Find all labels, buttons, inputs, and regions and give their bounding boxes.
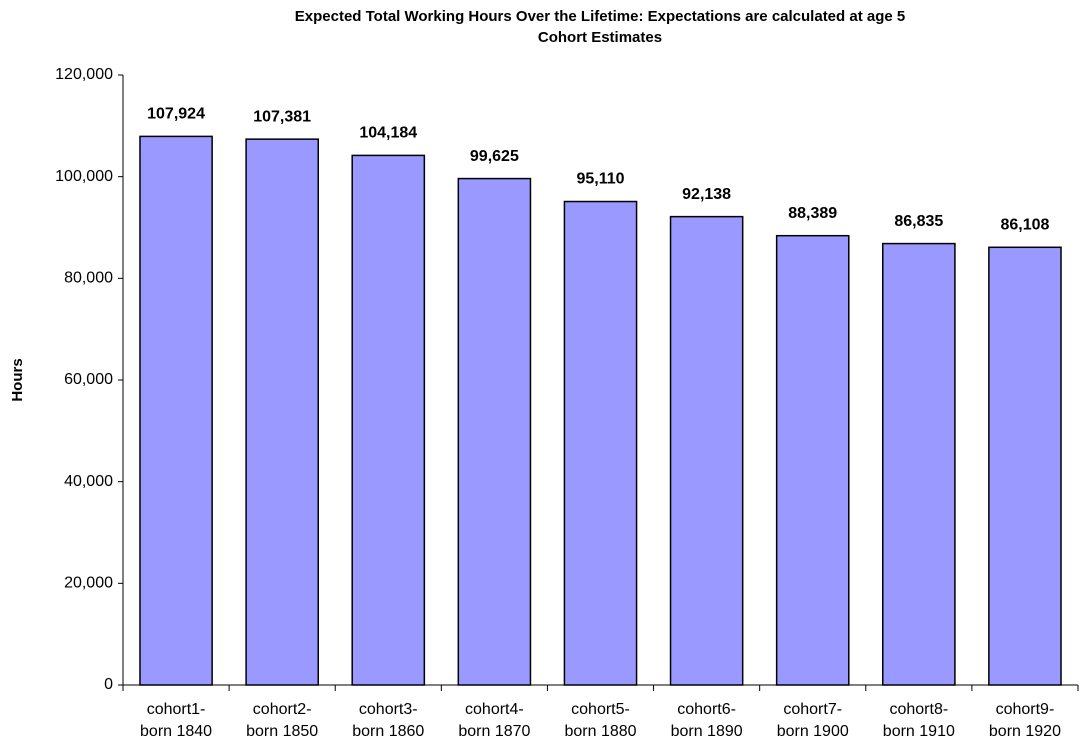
data-label: 107,381 bbox=[253, 108, 311, 125]
data-label: 86,108 bbox=[1000, 217, 1049, 234]
chart-title: Expected Total Working Hours Over the Li… bbox=[295, 8, 905, 25]
bar bbox=[139, 135, 213, 686]
y-tick-label: 40,000 bbox=[64, 473, 113, 490]
bar bbox=[457, 177, 532, 686]
y-axis-title: Hours bbox=[9, 358, 26, 401]
x-tick-label: cohort2- born 1850 bbox=[246, 701, 319, 740]
data-label: 86,835 bbox=[894, 213, 943, 230]
chart-subtitle: Cohort Estimates bbox=[538, 29, 662, 46]
bar bbox=[563, 200, 638, 686]
bar bbox=[775, 234, 850, 686]
data-label: 99,625 bbox=[470, 148, 519, 165]
data-label: 95,110 bbox=[576, 171, 624, 188]
bar bbox=[245, 138, 319, 686]
x-tick-label: cohort8- born 1910 bbox=[882, 701, 955, 740]
x-tick-label: cohort6- born 1890 bbox=[670, 701, 743, 740]
x-tick-label: cohort1- born 1840 bbox=[140, 701, 213, 740]
data-label: 88,389 bbox=[788, 205, 837, 222]
data-label: 107,924 bbox=[147, 106, 205, 123]
y-tick-label: 80,000 bbox=[64, 270, 113, 287]
x-tick-label: cohort7- born 1900 bbox=[776, 701, 849, 740]
data-label: 92,138 bbox=[682, 186, 731, 203]
x-tick-label: cohort5- born 1880 bbox=[564, 701, 637, 740]
y-tick-label: 120,000 bbox=[55, 66, 113, 83]
bar bbox=[669, 215, 744, 686]
y-tick-label: 60,000 bbox=[64, 371, 113, 388]
bar bbox=[351, 154, 426, 686]
x-tick-label: cohort3- born 1860 bbox=[352, 701, 425, 740]
y-tick-label: 100,000 bbox=[55, 168, 113, 185]
x-tick-label: cohort9- born 1920 bbox=[988, 701, 1061, 740]
y-tick-label: 20,000 bbox=[64, 575, 113, 592]
data-label: 104,184 bbox=[359, 125, 417, 142]
y-tick-label: 0 bbox=[104, 676, 113, 693]
bar bbox=[882, 242, 956, 686]
x-tick-label: cohort4- born 1870 bbox=[458, 701, 531, 740]
bar bbox=[988, 246, 1062, 686]
